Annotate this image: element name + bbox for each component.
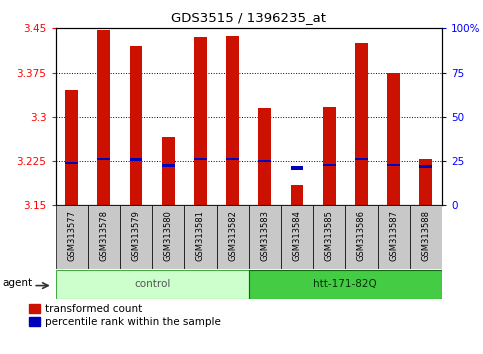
Bar	[410, 205, 442, 269]
Text: GSM313577: GSM313577	[67, 210, 76, 261]
Bar	[355, 158, 368, 160]
Text: GSM313580: GSM313580	[164, 210, 173, 261]
Bar	[129, 158, 142, 161]
Text: GSM313586: GSM313586	[357, 210, 366, 261]
Bar	[291, 166, 303, 170]
Bar	[56, 205, 88, 269]
Bar	[194, 158, 207, 160]
Bar	[120, 205, 152, 269]
Text: htt-171-82Q: htt-171-82Q	[313, 279, 377, 289]
Bar	[345, 205, 378, 269]
Bar	[162, 164, 175, 167]
Text: GSM313579: GSM313579	[131, 210, 141, 261]
Bar	[98, 158, 110, 160]
Bar	[378, 205, 410, 269]
Bar	[226, 158, 239, 160]
Bar	[323, 107, 336, 205]
Bar	[313, 205, 345, 269]
Bar	[152, 205, 185, 269]
Text: GSM313585: GSM313585	[325, 210, 334, 261]
Bar	[323, 164, 336, 166]
Bar	[194, 37, 207, 205]
Text: GSM313584: GSM313584	[293, 210, 301, 261]
Bar	[226, 36, 239, 205]
Text: GSM313582: GSM313582	[228, 210, 237, 261]
Bar	[56, 270, 249, 298]
Bar	[162, 137, 175, 205]
Bar	[129, 46, 142, 205]
Bar	[387, 164, 400, 166]
Bar	[216, 205, 249, 269]
Bar	[291, 185, 303, 205]
Text: GSM313578: GSM313578	[99, 210, 108, 261]
Bar	[355, 43, 368, 205]
Text: GSM313587: GSM313587	[389, 210, 398, 261]
Bar	[65, 90, 78, 205]
Text: GSM313588: GSM313588	[421, 210, 430, 261]
Bar	[419, 159, 432, 205]
Text: control: control	[134, 279, 170, 289]
Bar	[185, 205, 216, 269]
Bar	[387, 73, 400, 205]
Text: GSM313583: GSM313583	[260, 210, 270, 261]
Bar	[419, 166, 432, 169]
Text: GSM313581: GSM313581	[196, 210, 205, 261]
Bar	[258, 108, 271, 205]
Bar	[249, 205, 281, 269]
Bar	[258, 160, 271, 162]
Text: agent: agent	[3, 278, 33, 287]
Legend: transformed count, percentile rank within the sample: transformed count, percentile rank withi…	[29, 304, 221, 327]
Bar	[98, 29, 110, 205]
Bar	[88, 205, 120, 269]
Bar	[281, 205, 313, 269]
Bar	[249, 270, 442, 298]
Bar	[65, 162, 78, 164]
Title: GDS3515 / 1396235_at: GDS3515 / 1396235_at	[171, 11, 326, 24]
